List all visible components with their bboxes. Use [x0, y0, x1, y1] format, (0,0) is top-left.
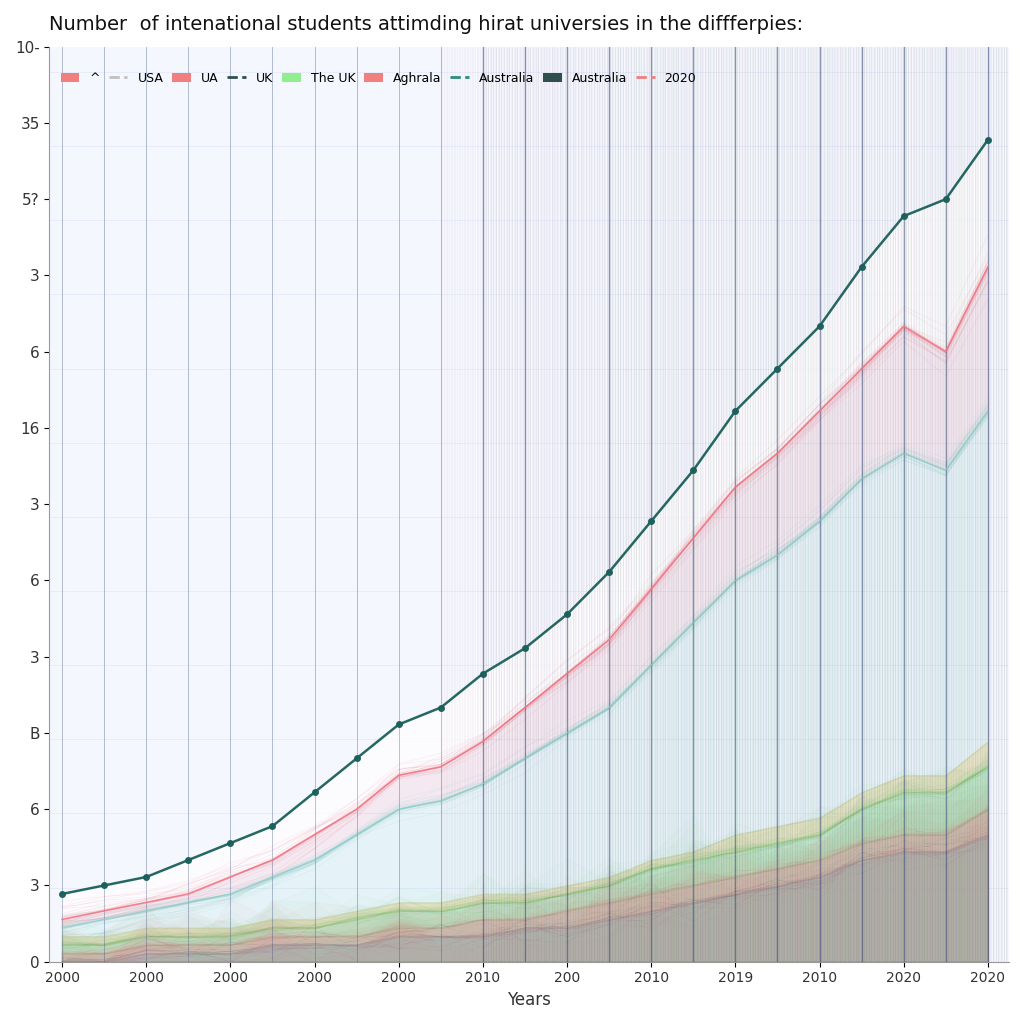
- Text: Number  of intenational students attimding hirat universies in the diffferpies:: Number of intenational students attimdin…: [49, 15, 804, 34]
- Legend: ^, USA, UA, UK, The UK, Aghrala, Australia, Australia, 2020: ^, USA, UA, UK, The UK, Aghrala, Austral…: [55, 67, 701, 90]
- X-axis label: Years: Years: [507, 991, 551, 1009]
